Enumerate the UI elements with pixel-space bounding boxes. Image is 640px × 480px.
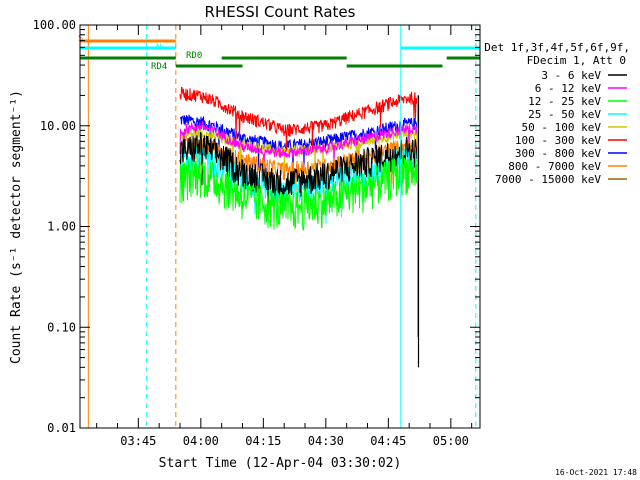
- axis-layer: 0.01 0.10 1.00 10.00 100.00 03:45 04:00 04:15 04…: [33, 18, 480, 448]
- legend-header-line-2: FDecim 1, Att 0: [527, 54, 626, 67]
- legend-label: 800 - 7000 keV: [508, 160, 601, 173]
- flag-label-rd4: RD4: [151, 62, 167, 72]
- flag-label-s: S: [78, 34, 83, 44]
- footer-timestamp: 16-Oct-2021 17:48: [555, 468, 637, 477]
- legend-label: 300 - 800 keV: [515, 147, 601, 160]
- x-tick-label: 04:30: [308, 434, 344, 448]
- legend-label: 6 - 12 keV: [535, 82, 602, 95]
- x-tick-label: 04:45: [370, 434, 406, 448]
- series-line-2: [179, 155, 418, 232]
- legend-label: 50 - 100 keV: [522, 121, 602, 134]
- y-tick-label: 100.00: [33, 18, 76, 32]
- series-layer: [179, 86, 420, 368]
- flag-layer: S N RD4 RD0: [78, 34, 480, 72]
- flag-label-rd0: RD0: [186, 51, 202, 61]
- x-tick-label: 04:15: [245, 434, 281, 448]
- series-line-1: [179, 120, 418, 176]
- y-tick-label: 0.01: [47, 421, 76, 435]
- legend-label: 25 - 50 keV: [528, 108, 601, 121]
- x-tick-label: 05:00: [433, 434, 469, 448]
- y-axis-label: Count Rate (s⁻¹ detector segment⁻¹): [9, 90, 24, 364]
- y-tick-label: 1.00: [47, 220, 76, 234]
- x-tick-label: 03:45: [120, 434, 156, 448]
- flag-label-n: N: [156, 43, 161, 53]
- legend-header-line-1: Det 1f,3f,4f,5f,6f,9f,: [484, 41, 630, 54]
- legend-label: 100 - 300 keV: [515, 134, 601, 147]
- series-line-6: [179, 114, 418, 177]
- x-tick-label: 04:00: [183, 434, 219, 448]
- series-line-5: [179, 86, 418, 152]
- legend-label: 12 - 25 keV: [528, 95, 601, 108]
- legend-label: 7000 - 15000 keV: [495, 173, 601, 186]
- legend-label: 3 - 6 keV: [541, 69, 601, 82]
- chart-title: RHESSI Count Rates: [205, 3, 356, 21]
- x-axis-label: Start Time (12-Apr-04 03:30:02): [159, 456, 402, 471]
- y-tick-label: 10.00: [40, 119, 76, 133]
- y-tick-label: 0.10: [47, 320, 76, 334]
